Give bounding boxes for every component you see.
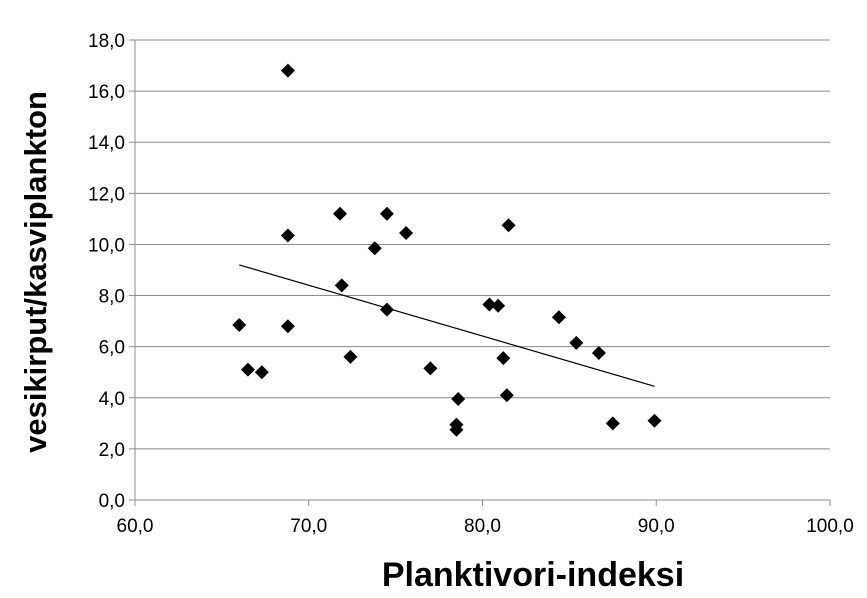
y-tick-label: 14,0 [88, 133, 125, 154]
data-point [569, 335, 584, 350]
y-tick-labels: 0,0 2,0 4,0 6,0 8,0 10,0 12,0 14,0 16,0 18,0 [88, 31, 125, 512]
y-axis-title: vesikirput/kasviplankton [18, 91, 53, 453]
data-point [367, 241, 382, 256]
data-point [379, 302, 394, 317]
data-point [491, 298, 506, 313]
data-point [449, 422, 464, 437]
data-point [232, 317, 247, 332]
data-point [499, 388, 514, 403]
data-point [254, 365, 269, 380]
data-point [343, 349, 358, 364]
y-tick-label: 2,0 [99, 440, 125, 461]
data-point [647, 413, 662, 428]
x-tick-label: 80,0 [464, 516, 501, 537]
x-tick-label: 60,0 [117, 516, 154, 537]
x-axis-title: Planktivori-indeksi [382, 556, 684, 594]
data-points [232, 63, 662, 437]
y-tick-label: 18,0 [88, 31, 125, 52]
y-tick-label: 8,0 [99, 287, 125, 308]
trendline [239, 264, 655, 387]
data-point [482, 297, 497, 312]
data-point [605, 416, 620, 431]
y-tick-label: 0,0 [99, 491, 125, 512]
data-point [423, 361, 438, 376]
y-tick-label: 16,0 [88, 82, 125, 103]
data-point [280, 63, 295, 78]
data-point [333, 206, 348, 221]
trendline-group [239, 264, 655, 387]
x-tick-label: 100,0 [806, 516, 854, 537]
data-point [280, 319, 295, 334]
y-tick-label: 12,0 [88, 184, 125, 205]
y-tick-label: 10,0 [88, 235, 125, 256]
data-point [379, 206, 394, 221]
data-point [451, 392, 466, 407]
data-point [501, 218, 516, 233]
data-point [399, 225, 414, 240]
y-tick-label: 4,0 [99, 389, 125, 410]
data-point [334, 278, 349, 293]
x-tick-labels: 60,0 70,0 80,0 90,0 100,0 [117, 516, 854, 537]
x-tick-label: 70,0 [290, 516, 327, 537]
data-point [280, 228, 295, 243]
x-tick-label: 90,0 [638, 516, 675, 537]
axes [129, 39, 831, 506]
y-tick-label: 6,0 [99, 338, 125, 359]
data-point [496, 351, 511, 366]
data-point [240, 362, 255, 377]
gridlines [135, 39, 830, 450]
data-point [591, 346, 606, 361]
data-point [551, 310, 566, 325]
